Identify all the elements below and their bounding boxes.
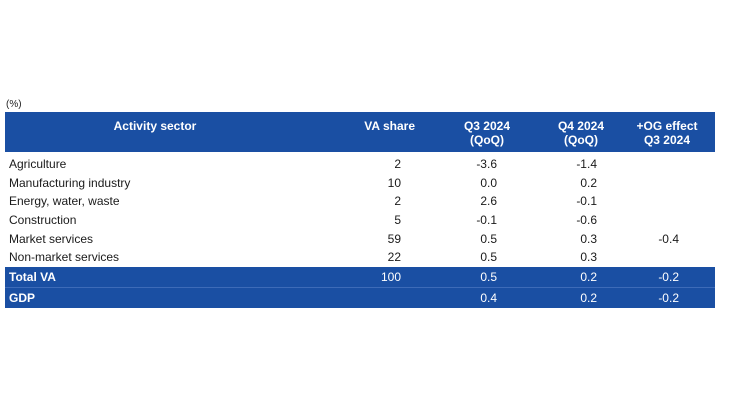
total-sector: Total VA [9, 269, 56, 284]
total-q4: 0.2 [580, 269, 597, 284]
row-va-share: 2 [394, 157, 401, 172]
gdp-q3: 0.4 [480, 290, 497, 305]
row-og: -0.4 [658, 231, 679, 246]
row-va-share: 22 [387, 250, 401, 265]
table-row: Agriculture 2 -3.6 -1.4 [5, 155, 715, 174]
row-sector: Non-market services [9, 250, 120, 265]
row-q4: -0.1 [576, 194, 597, 209]
table-row: Construction 5 -0.1 -0.6 [5, 210, 715, 230]
header-q3-line1: Q3 2024 [463, 119, 511, 133]
row-q4: -1.4 [576, 157, 597, 172]
header-sector: Activity sector [113, 119, 197, 133]
row-sector: Manufacturing industry [9, 175, 131, 190]
row-sector: Market services [9, 231, 94, 246]
row-va-share: 5 [394, 213, 401, 228]
gdp-q4: 0.2 [580, 290, 597, 305]
total-og: -0.2 [658, 269, 679, 284]
row-sector: Agriculture [9, 157, 67, 172]
row-q3: 0.0 [480, 175, 497, 190]
data-table: Activity sector VA share Q3 2024 (QoQ) Q… [5, 112, 715, 308]
row-q3: 2.6 [480, 194, 497, 209]
header-q3-line2: (QoQ) [470, 133, 504, 147]
gdp-row: GDP 0.4 0.2 -0.2 [5, 286, 715, 308]
header-q3: Q3 2024 (QoQ) [415, 112, 511, 147]
row-va-share: 59 [387, 231, 401, 246]
row-va-share: 10 [387, 175, 401, 190]
header-q4-line2: (QoQ) [564, 133, 598, 147]
header-q4: Q4 2024 (QoQ) [511, 112, 613, 147]
header-q4-line1: Q4 2024 [557, 119, 605, 133]
table-row: Manufacturing industry 10 0.0 0.2 [5, 173, 715, 193]
row-q4: 0.3 [580, 231, 597, 246]
row-q3: -3.6 [476, 157, 497, 172]
gdp-sector: GDP [9, 290, 36, 305]
row-q3: -0.1 [476, 213, 497, 228]
row-sector: Construction [9, 213, 77, 228]
header-og-line2: Q3 2024 [643, 133, 691, 147]
unit-label: (%) [6, 99, 22, 110]
row-q3: 0.5 [480, 250, 497, 265]
table-header: Activity sector VA share Q3 2024 (QoQ) Q… [5, 112, 715, 152]
header-va-share: VA share [364, 119, 415, 133]
table-row: Energy, water, waste 2 2.6 -0.1 [5, 192, 715, 211]
gdp-og: -0.2 [658, 290, 679, 305]
table-row: Non-market services 22 0.5 0.3 [5, 247, 715, 267]
header-og-effect: +OG effect Q3 2024 [613, 112, 715, 147]
row-q4: -0.6 [576, 213, 597, 228]
row-sector: Energy, water, waste [9, 194, 120, 209]
header-og-line1: +OG effect [636, 119, 698, 133]
row-q4: 0.3 [580, 250, 597, 265]
table-row: Market services 59 0.5 0.3 -0.4 [5, 229, 715, 248]
row-va-share: 2 [394, 194, 401, 209]
row-q3: 0.5 [480, 231, 497, 246]
total-q3: 0.5 [480, 269, 497, 284]
row-q4: 0.2 [580, 175, 597, 190]
total-va-row: Total VA 100 0.5 0.2 -0.2 [5, 266, 715, 287]
total-va-share: 100 [380, 269, 401, 284]
